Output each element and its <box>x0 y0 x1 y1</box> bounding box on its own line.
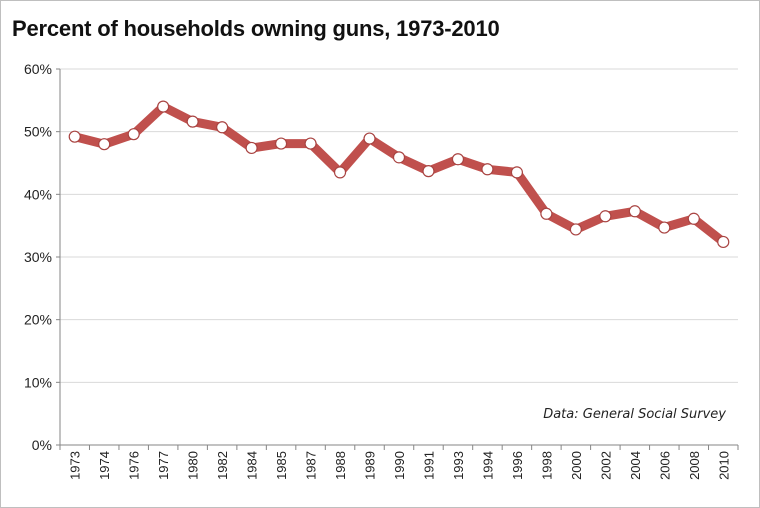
data-point <box>422 165 435 178</box>
data-point <box>687 212 700 225</box>
y-tick-label: 50% <box>24 124 52 140</box>
source-annotation: Data: General Social Survey <box>543 407 726 422</box>
data-point <box>451 153 465 166</box>
data-point <box>274 137 288 150</box>
x-tick-label: 1998 <box>539 451 554 480</box>
x-tick-label: 1988 <box>333 451 348 480</box>
x-tick-label: 2004 <box>628 451 643 480</box>
data-point <box>628 205 641 218</box>
data-point <box>481 163 494 176</box>
data-point <box>157 100 170 113</box>
x-tick-label: 1984 <box>245 451 260 480</box>
gridlines <box>60 68 738 383</box>
y-tick-label: 0% <box>32 437 52 453</box>
data-point <box>333 166 347 179</box>
data-point <box>392 151 406 164</box>
x-tick-label: 2000 <box>569 451 584 480</box>
data-point <box>510 166 524 179</box>
x-tick-label: 1987 <box>304 451 319 480</box>
y-tick-label: 20% <box>24 312 52 328</box>
x-tick-label: 2006 <box>657 451 672 480</box>
x-tick-labels: 1973 1974 1976 1977 1980 1982 1984 1985 1987 1988… <box>68 451 732 480</box>
axes <box>56 68 739 450</box>
data-point <box>540 207 553 220</box>
series-line <box>73 102 727 246</box>
y-tick-label: 60% <box>24 61 52 77</box>
data-point <box>216 121 229 134</box>
data-point <box>569 223 582 236</box>
y-tick-label: 10% <box>24 374 52 390</box>
data-point <box>245 141 258 155</box>
x-tick-label: 1974 <box>97 451 112 480</box>
data-point <box>186 115 199 128</box>
x-tick-label: 1994 <box>480 451 495 480</box>
x-tick-label: 1980 <box>186 451 201 480</box>
x-tick-label: 2010 <box>716 451 731 480</box>
series-path <box>73 102 727 246</box>
data-point <box>98 138 111 151</box>
x-tick-label: 1993 <box>451 451 466 480</box>
x-tick-label: 1977 <box>156 451 171 480</box>
data-point <box>599 210 612 223</box>
data-point <box>658 221 671 234</box>
data-points <box>68 100 730 249</box>
x-tick-label: 1996 <box>510 451 525 480</box>
data-point <box>127 128 140 141</box>
x-tick-label: 2002 <box>598 451 613 480</box>
data-point <box>68 130 81 143</box>
x-tick-label: 1982 <box>215 451 230 480</box>
data-point <box>363 132 376 145</box>
chart-title: Percent of households owning guns, 1973-… <box>12 16 500 41</box>
data-point <box>304 137 317 150</box>
x-tick-label: 1991 <box>421 451 436 480</box>
x-tick-label: 1985 <box>274 451 289 480</box>
data-point <box>717 235 730 249</box>
y-tick-label: 30% <box>24 249 52 265</box>
x-tick-label: 1990 <box>392 451 407 480</box>
y-tick-label: 40% <box>24 186 52 202</box>
x-tick-label: 1989 <box>363 451 378 480</box>
y-tick-labels: 0% 10% 20% 30% 40% 50% 60% <box>24 61 52 453</box>
x-tick-label: 2008 <box>687 451 702 480</box>
x-tick-label: 1973 <box>68 451 83 480</box>
x-tick-label: 1976 <box>127 451 142 480</box>
